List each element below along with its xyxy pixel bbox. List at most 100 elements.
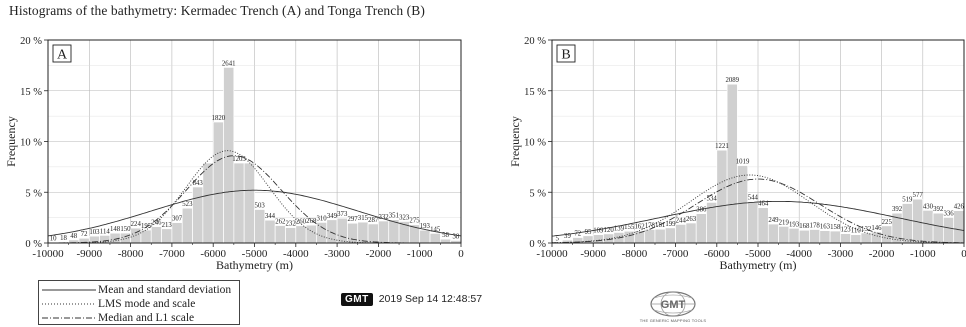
x-tick-label: -3000	[324, 248, 350, 260]
bar-value-label: 544	[748, 195, 759, 202]
y-tick-label: 0 %	[529, 239, 546, 250]
histogram-bar	[716, 149, 728, 244]
histogram-bar	[664, 227, 676, 244]
y-tick-label: 0 %	[25, 239, 42, 250]
distribution-curves	[551, 174, 965, 244]
curve-solid	[47, 189, 462, 237]
x-tick-label: 0	[458, 248, 464, 260]
x-tick-label: -3000	[828, 248, 854, 260]
bar-value-label: 199	[665, 221, 676, 228]
curve-dotted	[552, 174, 964, 244]
legend-swatch-dotted	[42, 303, 96, 305]
bar-value-label: 392	[933, 206, 944, 213]
bar-value-label: 260	[296, 219, 307, 226]
bar-value-label: 386	[696, 207, 707, 214]
bar-value-label: 1820	[212, 115, 226, 122]
histogram-bar	[254, 209, 266, 244]
legend: Mean and standard deviation LMS mode and…	[38, 280, 240, 325]
histogram-bar	[767, 223, 779, 244]
histogram-bar	[819, 230, 831, 244]
x-tick-label: -6000	[200, 248, 226, 260]
histogram-bar	[305, 224, 317, 244]
page-title: Histograms of the bathymetry: Kermadec T…	[9, 3, 425, 18]
bar-value-label: 310	[317, 215, 328, 222]
histogram-bar	[788, 227, 800, 244]
histogram-bar	[922, 209, 934, 244]
x-tick-label: -8000	[622, 248, 648, 260]
histogram-bar	[644, 229, 656, 244]
histogram-bar	[685, 222, 697, 244]
histogram-bar	[953, 210, 965, 244]
legend-item-mean: Mean and standard deviation	[39, 283, 239, 297]
histogram-bar	[161, 228, 173, 244]
bar-value-label: 72	[574, 231, 581, 238]
histogram-bar	[932, 212, 944, 244]
x-tick-label: -7000	[159, 248, 185, 260]
gmt-logo: GMT THE GENERIC MAPPING TOOLS	[638, 290, 708, 327]
histogram-bar	[798, 229, 810, 244]
panel-letter: A	[57, 48, 68, 63]
x-tick-label: -9000	[580, 248, 606, 260]
histogram-bar	[737, 165, 749, 244]
grid-lines	[551, 39, 965, 244]
bar-value-label: 577	[913, 192, 924, 199]
histogram-bar	[860, 232, 872, 244]
histogram-bar	[695, 213, 707, 244]
bar-value-label: 225	[882, 219, 893, 226]
x-tick-label: -1000	[407, 248, 433, 260]
histogram-bar	[850, 234, 862, 244]
gmt-stamp-logo: GMT	[341, 292, 373, 306]
bar-value-label: 332	[378, 214, 389, 221]
gmt-globe-logo-icon: GMT	[650, 291, 696, 317]
bar-value-label: 213	[162, 222, 173, 229]
x-tick-label: 0	[961, 248, 966, 260]
histogram-bar	[778, 226, 790, 244]
bar-value-label: 262	[275, 219, 286, 226]
x-tick-label: -10000	[32, 248, 64, 260]
bar-value-label: 150	[120, 226, 131, 233]
bar-value-label: 163	[820, 224, 831, 231]
bar-value-label: 168	[799, 223, 810, 230]
y-axis: 0 % 5 % 10 % 15 % 20 % Frequency	[4, 36, 48, 250]
bar-value-label: 219	[779, 219, 790, 226]
bar-value-label: 48	[70, 233, 77, 240]
bar-value-label: 349	[327, 213, 338, 220]
histogram-bar	[316, 222, 328, 244]
bar-value-label: 1019	[736, 159, 750, 166]
bar-value-label: 181	[655, 222, 665, 229]
bar-value-label: 307	[172, 216, 183, 223]
histogram-bar	[181, 207, 193, 244]
curve-solid	[551, 200, 965, 237]
legend-item-lms: LMS mode and scale	[39, 297, 239, 311]
bar-value-label: 519	[902, 197, 913, 204]
histogram-bar	[809, 229, 821, 244]
histogram-bar	[378, 220, 390, 244]
histogram-bar	[357, 221, 369, 244]
bar-value-label: 139	[614, 225, 625, 232]
histogram-bar	[243, 162, 255, 244]
histogram-bar	[264, 219, 276, 244]
x-axis-label: Bathymetry (m)	[216, 258, 293, 272]
x-tick-label: -5000	[745, 248, 771, 260]
bar-value-label: 123	[840, 227, 851, 234]
bar-value-label: 430	[923, 203, 934, 210]
histogram-bar	[233, 162, 245, 244]
bar-value-label: 162	[634, 224, 645, 231]
bar-value-label: 58	[442, 232, 449, 239]
histogram-bar	[757, 207, 769, 244]
bar-value-label: 224	[131, 221, 142, 228]
bar-value-label: 1203	[232, 156, 246, 163]
histogram-bar	[881, 225, 893, 244]
histogram-bar	[274, 225, 286, 244]
y-tick-label: 15 %	[524, 87, 546, 98]
x-tick-label: -4000	[283, 248, 309, 260]
histogram-bar	[285, 227, 297, 244]
y-axis: 0 % 5 % 10 % 15 % 20 % Frequency	[508, 36, 552, 250]
bar-value-label: 110	[851, 228, 862, 235]
y-tick-label: 15 %	[20, 87, 42, 98]
x-tick-label: -6000	[704, 248, 730, 260]
y-tick-label: 20 %	[524, 36, 546, 47]
x-axis: -10000 -9000 -8000 -7000 -6000 -5000 -4000 -300…	[536, 243, 966, 272]
